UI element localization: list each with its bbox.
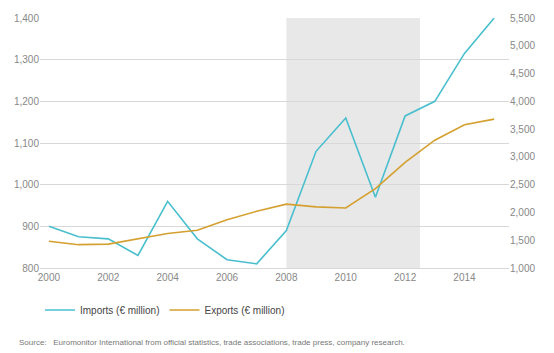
svg-text:2002: 2002 [97,272,120,283]
svg-text:2014: 2014 [453,272,476,283]
svg-text:1,200: 1,200 [14,96,39,107]
svg-text:Exports (€ million): Exports (€ million) [204,305,284,316]
svg-text:2004: 2004 [157,272,180,283]
svg-text:1,000: 1,000 [510,263,535,274]
svg-text:4,000: 4,000 [510,96,535,107]
svg-text:800: 800 [22,263,39,274]
svg-text:1,300: 1,300 [14,54,39,65]
svg-text:2,000: 2,000 [510,207,535,218]
svg-text:2006: 2006 [216,272,239,283]
svg-text:1,400: 1,400 [14,13,39,24]
svg-text:1,100: 1,100 [14,138,39,149]
svg-text:5,500: 5,500 [510,13,535,24]
svg-text:900: 900 [22,221,39,232]
svg-text:2010: 2010 [335,272,358,283]
svg-text:2000: 2000 [38,272,61,283]
svg-text:Source: Euromonitor Internat: Source: Euromonitor International from o… [19,338,405,347]
svg-text:4,500: 4,500 [510,68,535,79]
svg-text:3,000: 3,000 [510,151,535,162]
svg-text:3,500: 3,500 [510,124,535,135]
svg-text:2012: 2012 [394,272,417,283]
svg-text:Imports (€ million): Imports (€ million) [80,305,159,316]
svg-text:1,500: 1,500 [510,235,535,246]
svg-text:1,000: 1,000 [14,179,39,190]
svg-text:2008: 2008 [275,272,298,283]
svg-text:5,000: 5,000 [510,40,535,51]
svg-text:2,500: 2,500 [510,179,535,190]
